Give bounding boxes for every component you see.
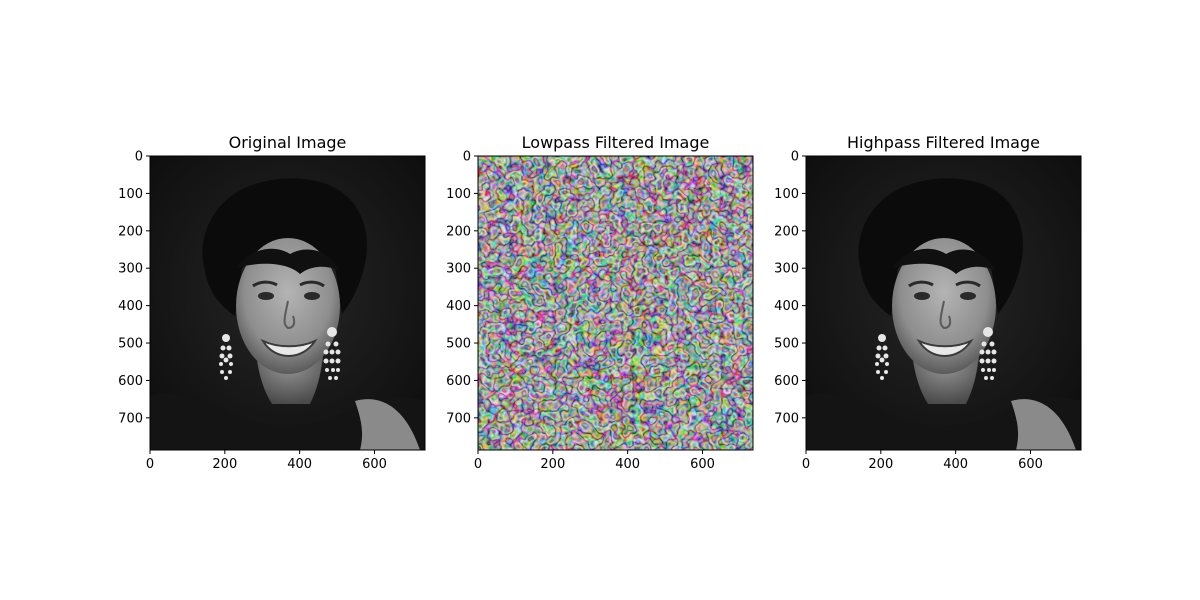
panel-image bbox=[148, 154, 427, 452]
panel-1: Original Image 0 200 400 600 0 100 200 300 400 500… bbox=[118, 133, 427, 472]
panel-image bbox=[804, 154, 1083, 452]
y-tick-label: 400 bbox=[118, 299, 143, 314]
x-tick-label: 200 bbox=[212, 457, 237, 472]
panel-image bbox=[478, 156, 753, 450]
axes-frame bbox=[149, 155, 426, 451]
y-tick-label: 400 bbox=[446, 299, 471, 314]
axes-frame bbox=[477, 155, 754, 451]
y-tick-label: 500 bbox=[446, 337, 471, 352]
x-tick-label: 0 bbox=[146, 457, 154, 472]
x-tick-label: 400 bbox=[943, 457, 968, 472]
y-tick-label: 100 bbox=[774, 187, 799, 202]
panel-title: Highpass Filtered Image bbox=[847, 133, 1040, 152]
y-tick-label: 200 bbox=[118, 224, 143, 239]
x-tick-label: 600 bbox=[690, 457, 715, 472]
x-tick-label: 200 bbox=[868, 457, 893, 472]
y-tick-label: 0 bbox=[135, 150, 143, 165]
x-tick-label: 200 bbox=[540, 457, 565, 472]
y-tick-label: 100 bbox=[446, 187, 471, 202]
y-tick-label: 200 bbox=[774, 224, 799, 239]
y-tick-label: 700 bbox=[774, 411, 799, 426]
x-tick-label: 600 bbox=[1018, 457, 1043, 472]
y-tick-label: 600 bbox=[774, 374, 799, 389]
y-tick-label: 700 bbox=[446, 411, 471, 426]
y-tick-label: 700 bbox=[118, 411, 143, 426]
panel-title: Original Image bbox=[229, 133, 347, 152]
y-tick-label: 600 bbox=[118, 374, 143, 389]
panel-title: Lowpass Filtered Image bbox=[522, 133, 710, 152]
x-tick-label: 400 bbox=[615, 457, 640, 472]
y-tick-label: 400 bbox=[774, 299, 799, 314]
y-tick-label: 600 bbox=[446, 374, 471, 389]
y-tick-label: 500 bbox=[774, 337, 799, 352]
y-tick-label: 0 bbox=[791, 150, 799, 165]
panel-3: Highpass Filtered Image 0 200 400 600 0 100 200… bbox=[774, 133, 1083, 472]
y-tick-label: 100 bbox=[118, 187, 143, 202]
y-tick-label: 300 bbox=[118, 262, 143, 277]
axes-frame bbox=[805, 155, 1082, 451]
panel-2: Lowpass Filtered Image 0 200 400 600 0 100 200 3… bbox=[446, 133, 754, 472]
y-tick-label: 500 bbox=[118, 337, 143, 352]
y-tick-label: 300 bbox=[446, 262, 471, 277]
x-tick-label: 400 bbox=[287, 457, 312, 472]
x-tick-label: 0 bbox=[474, 457, 482, 472]
x-tick-label: 0 bbox=[802, 457, 810, 472]
x-tick-label: 600 bbox=[362, 457, 387, 472]
y-tick-label: 300 bbox=[774, 262, 799, 277]
y-tick-label: 200 bbox=[446, 224, 471, 239]
y-tick-label: 0 bbox=[463, 150, 471, 165]
